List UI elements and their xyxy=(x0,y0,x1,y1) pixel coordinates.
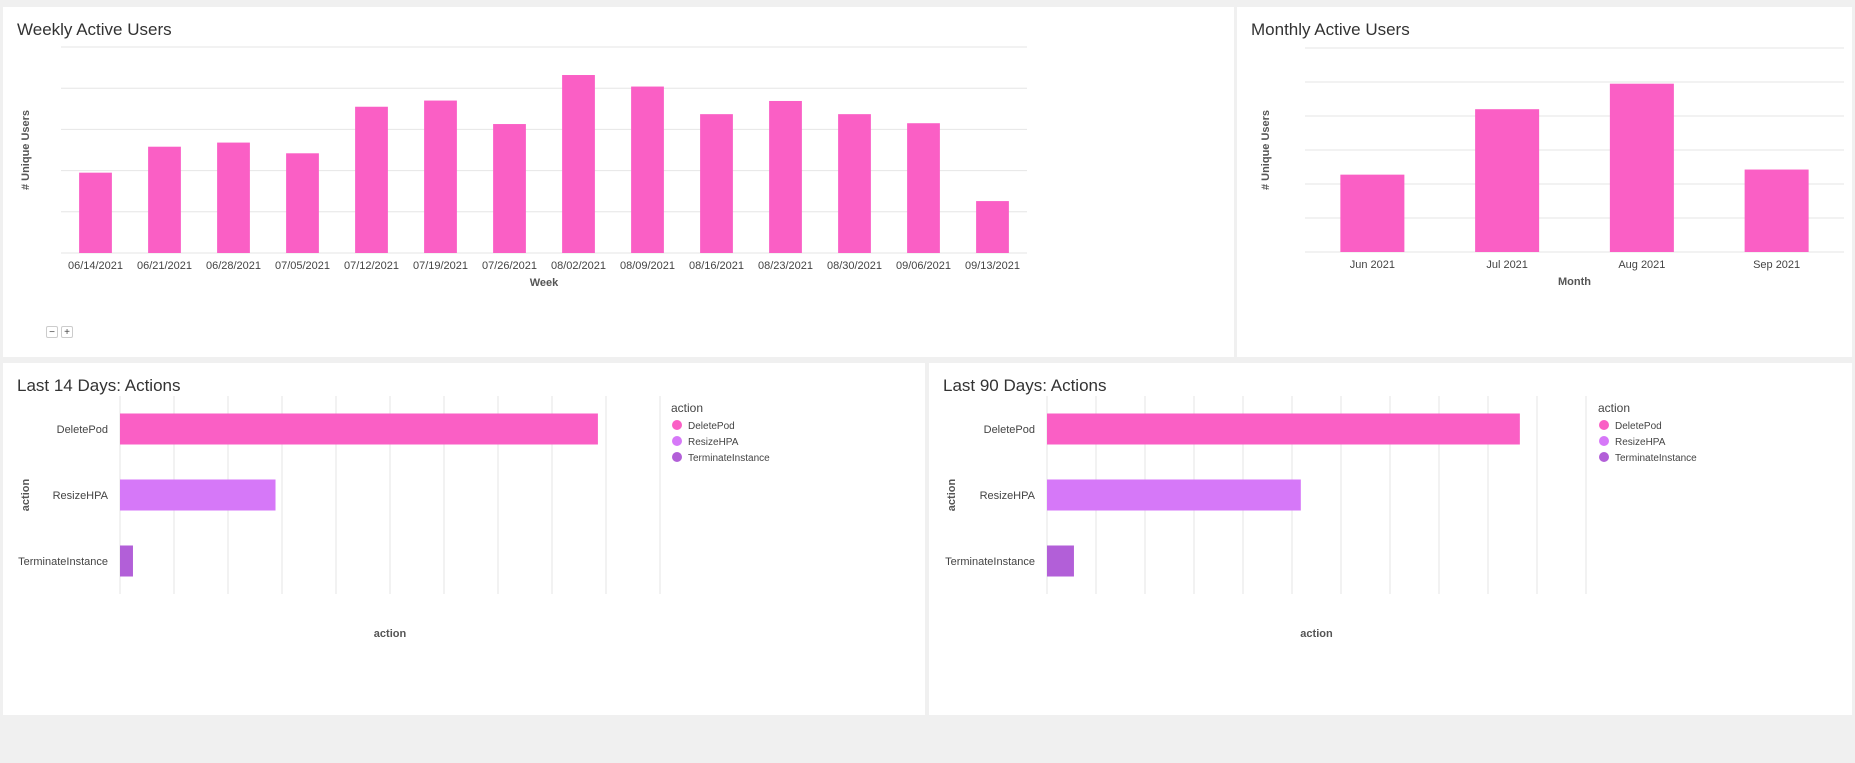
bar xyxy=(424,100,457,253)
y-tick-label: TerminateInstance xyxy=(18,556,108,568)
legend-swatch xyxy=(1599,436,1609,446)
bar xyxy=(907,123,940,253)
x-axis-title: Month xyxy=(1558,276,1591,288)
bar xyxy=(217,142,250,253)
panel-title: Last 90 Days: Actions xyxy=(943,376,1107,395)
bar xyxy=(120,413,598,445)
bar xyxy=(286,153,319,253)
weekly-active-users-chart: 06/14/2021 06/21/2021 06/28/2021 07/05/2021… xyxy=(20,46,1027,289)
y-axis-title: action xyxy=(946,479,958,512)
bar xyxy=(976,201,1009,253)
weekly-active-users-panel: Weekly Active Users 06/14/2021 06/21/2021… xyxy=(3,7,1234,357)
legend-swatch xyxy=(672,452,682,462)
x-tick-label: 06/21/2021 xyxy=(137,260,192,272)
x-tick-label: 08/16/2021 xyxy=(689,260,744,272)
bar xyxy=(148,146,181,253)
legend-label: ResizeHPA xyxy=(688,437,739,448)
legend-title: action xyxy=(1598,401,1630,415)
x-tick-label: 09/13/2021 xyxy=(965,260,1020,272)
x-tick-label: 07/26/2021 xyxy=(482,260,537,272)
panel-title: Last 14 Days: Actions xyxy=(17,376,181,395)
bar xyxy=(1475,109,1540,252)
legend-label: ResizeHPA xyxy=(1615,437,1666,448)
x-tick-label: Jun 2021 xyxy=(1350,259,1395,271)
bar xyxy=(1744,169,1809,252)
bar xyxy=(1340,174,1405,252)
y-axis-title: action xyxy=(20,479,32,512)
zoom-in-button[interactable]: + xyxy=(61,326,73,338)
x-axis-title: action xyxy=(1300,628,1333,640)
bar xyxy=(1047,479,1301,511)
bar xyxy=(769,100,802,253)
bar xyxy=(79,172,112,253)
chart-group: DeletePod ResizeHPA TerminateInstance actio… xyxy=(945,396,1697,640)
legend-swatch xyxy=(672,420,682,430)
bar xyxy=(355,106,388,254)
y-tick-label: DeletePod xyxy=(57,424,108,436)
x-tick-label: 06/28/2021 xyxy=(206,260,261,272)
legend-label: DeletePod xyxy=(1615,421,1662,432)
x-tick-label: 07/19/2021 xyxy=(413,260,468,272)
last-90-days-actions-chart: DeletePod ResizeHPA TerminateInstance actio… xyxy=(945,396,1697,640)
bar xyxy=(1047,413,1520,445)
y-tick-label: ResizeHPA xyxy=(980,490,1036,502)
y-tick-label: DeletePod xyxy=(984,424,1035,436)
panel-title: Monthly Active Users xyxy=(1251,20,1410,39)
x-axis-title: action xyxy=(374,628,407,640)
legend-label: TerminateInstance xyxy=(1615,453,1697,464)
panel-title: Weekly Active Users xyxy=(17,20,172,39)
last-14-days-actions-panel: Last 14 Days: Actions DeletePod ResizeHPA… xyxy=(3,363,925,715)
x-tick-label: 06/14/2021 xyxy=(68,260,123,272)
bar xyxy=(493,124,526,253)
x-tick-label: 08/23/2021 xyxy=(758,260,813,272)
x-tick-label: 07/05/2021 xyxy=(275,260,330,272)
legend-label: TerminateInstance xyxy=(688,453,770,464)
zoom-out-button[interactable]: − xyxy=(46,326,58,338)
legend-title: action xyxy=(671,401,703,415)
x-tick-label: Aug 2021 xyxy=(1618,259,1665,271)
bar xyxy=(631,86,664,253)
last-90-days-actions-panel: Last 90 Days: Actions DeletePod ResizeHPA… xyxy=(929,363,1852,715)
legend-swatch xyxy=(1599,420,1609,430)
bar xyxy=(120,479,276,511)
last-14-days-actions-chart: DeletePod ResizeHPA TerminateInstance actio… xyxy=(18,396,770,640)
monthly-active-users-panel: Monthly Active Users Jun 2021 Jul 2021 Aug… xyxy=(1237,7,1852,357)
x-tick-label: 07/12/2021 xyxy=(344,260,399,272)
x-tick-label: 08/09/2021 xyxy=(620,260,675,272)
x-tick-label: Sep 2021 xyxy=(1753,259,1800,271)
x-tick-label: 09/06/2021 xyxy=(896,260,951,272)
legend-swatch xyxy=(1599,452,1609,462)
x-tick-label: 08/30/2021 xyxy=(827,260,882,272)
bar xyxy=(562,75,595,254)
x-tick-label: 08/02/2021 xyxy=(551,260,606,272)
bar xyxy=(838,114,871,253)
monthly-active-users-chart: Jun 2021 Jul 2021 Aug 2021 Sep 2021 Month # U… xyxy=(1260,47,1844,288)
x-tick-label: Jul 2021 xyxy=(1486,259,1528,271)
bar xyxy=(1047,545,1074,577)
bar xyxy=(1609,83,1674,252)
legend-swatch xyxy=(672,436,682,446)
y-axis-title: # Unique Users xyxy=(20,110,32,190)
y-axis-title: # Unique Users xyxy=(1260,110,1272,190)
y-tick-label: TerminateInstance xyxy=(945,556,1035,568)
y-tick-label: ResizeHPA xyxy=(53,490,109,502)
bar xyxy=(700,114,733,253)
legend-label: DeletePod xyxy=(688,421,735,432)
x-axis-title: Week xyxy=(530,277,559,289)
bar xyxy=(120,545,133,577)
